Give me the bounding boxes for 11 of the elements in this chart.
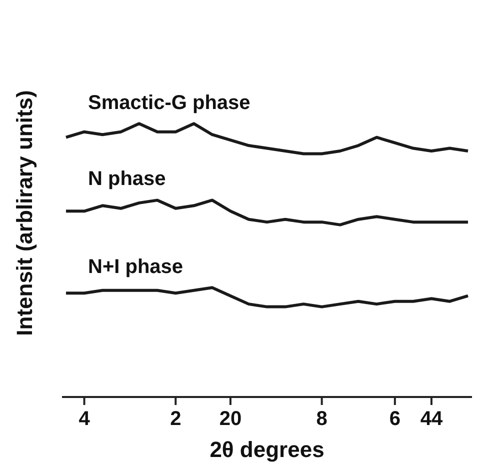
x-tick-label: 20 [219,408,242,430]
y-axis-title: Intensit (arblirary units) [12,90,38,336]
x-tick-label: 6 [389,408,400,430]
series-label: Smactic-G phase [88,92,250,115]
x-tick-label: 2 [170,408,182,430]
series-label: N phase [88,168,166,192]
x-tick-label: 8 [316,408,328,430]
series-label: N+I phase [88,256,184,279]
x-axis-title: 2θ degrees [210,437,324,462]
x-tick-label: 4 [78,408,91,430]
x-tick-label: 44 [420,408,444,430]
